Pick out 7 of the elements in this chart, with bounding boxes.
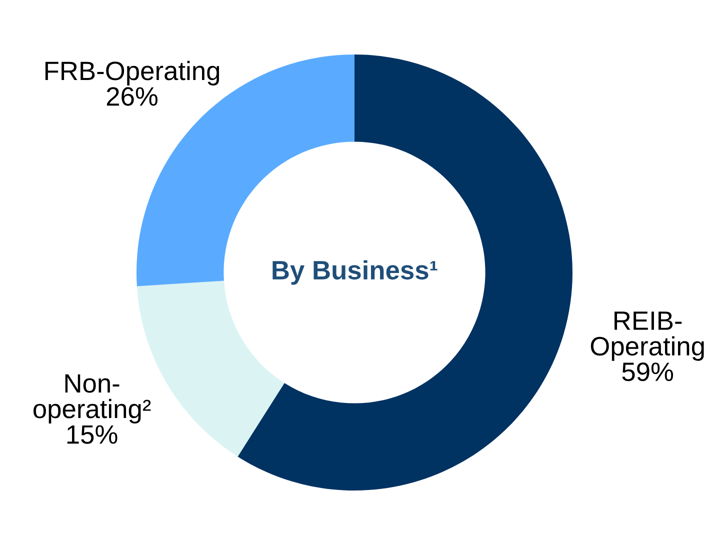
text: By Business¹	[272, 260, 438, 285]
data-label: 59%	[622, 362, 674, 382]
data-label: 26%	[106, 87, 158, 106]
slice-label: FRB-Operating	[45, 60, 220, 86]
data-label: 15%	[67, 425, 118, 444]
slice-label: REIB- Operating	[590, 312, 704, 361]
slice-label: Non- operating²	[34, 374, 151, 424]
